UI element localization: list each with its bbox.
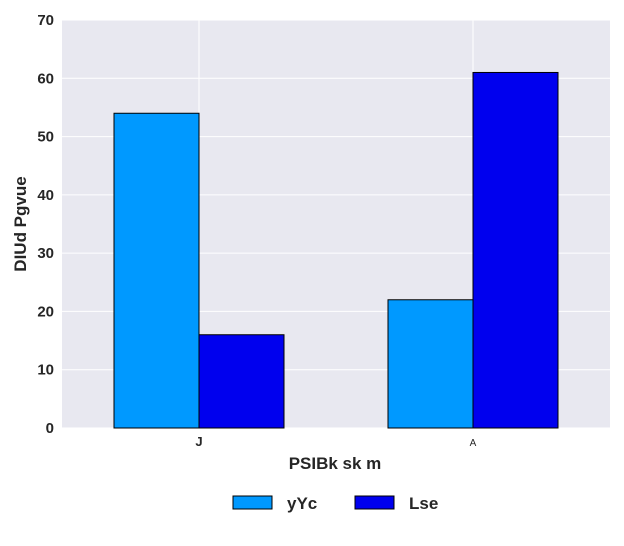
x-tick-label: J: [195, 434, 202, 449]
bar-Lse-J: [198, 334, 285, 429]
x-axis-label: PSIBk sk m: [289, 454, 382, 473]
y-tick-label: 20: [37, 303, 54, 320]
legend-swatch: [354, 495, 395, 510]
legend-label: Lse: [409, 494, 438, 513]
y-tick-label: 70: [37, 12, 54, 29]
y-tick-label: 0: [46, 420, 54, 437]
bars: [113, 71, 559, 429]
y-tick-label: 60: [37, 70, 54, 87]
legend-item-Lse[interactable]: Lse: [354, 494, 438, 513]
bar-yYc-J: [113, 112, 200, 429]
bar-yYc-A: [387, 299, 474, 429]
y-axis-label: DIUd Pgvue: [11, 176, 30, 271]
legend-swatch: [232, 495, 273, 510]
y-tick-label: 10: [37, 362, 54, 379]
x-tick-label: A: [470, 438, 477, 449]
legend[interactable]: yYc Lse: [232, 494, 438, 513]
y-tick-label: 30: [37, 245, 54, 262]
y-axis-ticks: 0 10 20 30 40 50 60 70: [37, 12, 54, 437]
legend-label: yYc: [287, 494, 317, 513]
bar-Lse-A: [472, 71, 559, 429]
legend-item-yYc[interactable]: yYc: [232, 494, 317, 513]
y-tick-label: 40: [37, 187, 54, 204]
y-tick-label: 50: [37, 129, 54, 146]
